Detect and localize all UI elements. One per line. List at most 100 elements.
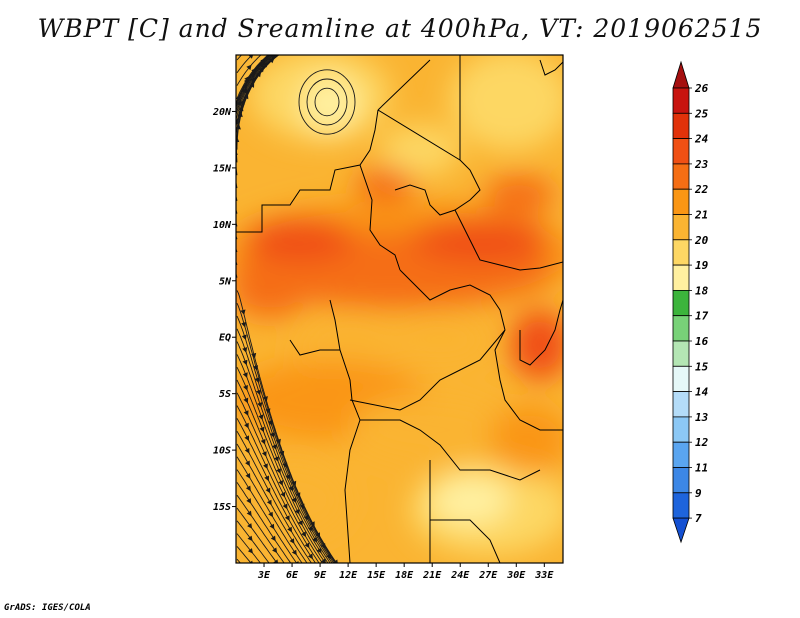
streamline-arrow (229, 240, 234, 245)
colorbar-label: 20 (694, 234, 709, 247)
colorbar-bottom-triangle (672, 517, 690, 544)
colorbar-label: 9 (695, 487, 702, 500)
colorbar-label: 13 (695, 411, 709, 424)
colorbar-swatch (672, 214, 690, 241)
streamline-arrow (223, 196, 228, 201)
colorbar-label: 26 (694, 82, 709, 95)
streamline-arrow (231, 176, 236, 181)
streamline-arrow (287, 526, 292, 533)
streamline-arrow (269, 523, 275, 530)
colorbar-swatch (672, 264, 690, 291)
colorbar-swatch (672, 87, 690, 114)
lon-tick-label: 21E (422, 570, 442, 581)
streamline (236, 55, 274, 214)
streamline-arrow (260, 58, 266, 64)
streamline-arrow (249, 82, 255, 88)
streamline-arrow (269, 432, 275, 438)
streamline-arrow (251, 68, 257, 74)
colorbar: 26 25 24 23 22 21 20 19 18 17 16 15 14 13 12 11 9 7 (672, 60, 709, 544)
streamline-arrow (241, 321, 247, 328)
streamline-arrow (261, 451, 267, 457)
streamline-arrow (263, 463, 268, 469)
streamline-arrow (243, 410, 249, 416)
streamline-arrow (316, 547, 322, 554)
streamline-arrow (308, 526, 313, 532)
lon-tick-label: 3E (257, 570, 271, 581)
streamline-arrow (244, 448, 250, 454)
lon-tick-label: 18E (395, 570, 414, 581)
streamline-arrow (291, 549, 297, 556)
streamline-arrow (332, 564, 337, 570)
streamline-arrow (256, 389, 261, 396)
streamline (236, 55, 243, 61)
streamline-arrow (242, 88, 248, 94)
streamline-arrow (299, 503, 305, 510)
streamline-arrow (224, 208, 229, 213)
colorbar-swatch (672, 340, 690, 367)
streamline-arrow (245, 473, 251, 479)
lat-tick-label: 5N (219, 276, 232, 287)
streamline (236, 290, 338, 563)
streamline-arrow (266, 499, 272, 506)
streamline-arrow (250, 72, 255, 79)
colorbar-swatch (672, 391, 690, 418)
streamline-arrow (259, 62, 265, 69)
colorbar-swatch (672, 239, 690, 266)
streamline-arrows (223, 55, 338, 570)
colorbar-label: 15 (695, 360, 709, 373)
streamline-arrow (307, 553, 313, 560)
streamline-arrow (242, 359, 248, 366)
streamline-arrow (267, 420, 273, 426)
streamline-arrow (244, 435, 249, 441)
colorbar-swatch (672, 138, 690, 165)
streamline (236, 418, 316, 563)
streamline-arrow (265, 487, 271, 494)
streamline-arrow (240, 309, 246, 315)
streamline-arrow (247, 535, 253, 542)
streamline-arrow (238, 105, 244, 112)
colorbar-label: 17 (695, 310, 709, 323)
streamline (236, 379, 326, 563)
colorbar-swatch (672, 365, 690, 392)
streamline-arrow (256, 71, 262, 78)
streamline-arrow (303, 514, 309, 521)
streamline-arrow (226, 157, 231, 162)
streamline-arrow (236, 136, 240, 142)
streamline-arrow (230, 202, 235, 207)
streamline-arrow (246, 498, 252, 504)
lat-tick-label: 20N (212, 107, 232, 118)
streamline (236, 558, 241, 563)
lon-tick-label: 33E (534, 570, 554, 581)
streamline-arrow (282, 503, 288, 510)
streamline-arrow (246, 510, 252, 517)
colorbar-swatch (672, 315, 690, 342)
streamline-arrow (333, 559, 338, 563)
streamline-arrow (259, 66, 265, 73)
lat-tick-label: 15N (213, 163, 232, 174)
streamline (236, 55, 253, 74)
lon-tick-label: 6E (286, 570, 299, 581)
lon-tick-label: 24E (450, 570, 470, 581)
colorbar-swatch (672, 188, 690, 215)
streamline-arrow (284, 515, 290, 521)
colorbar-label: 22 (694, 183, 709, 196)
streamline-arrow (231, 131, 236, 136)
streamline (236, 392, 323, 563)
streamline-arrow (265, 408, 271, 414)
colorbar-top-triangle (672, 60, 690, 89)
streamline-arrow (282, 462, 288, 468)
streamline-arrow (272, 444, 277, 450)
streamline-arrow (245, 460, 250, 467)
streamline-arrow (228, 125, 233, 130)
streamline-arrow (270, 55, 276, 60)
streamline-arrow (270, 535, 276, 542)
streamline-arrow (236, 100, 242, 106)
streamline-arrow (242, 372, 248, 378)
streamline-arrow (243, 385, 248, 391)
map-title: WBPT [C] and Sreamline at 400hPa, VT: 20… (37, 14, 763, 43)
latitude-axis: 20N 15N 10N 5N EQ 5S 10S 15S (212, 107, 236, 513)
streamline-arrow (289, 538, 295, 544)
streamline-arrow (274, 456, 279, 462)
streamline-arrow (294, 508, 300, 515)
streamline (236, 494, 285, 563)
